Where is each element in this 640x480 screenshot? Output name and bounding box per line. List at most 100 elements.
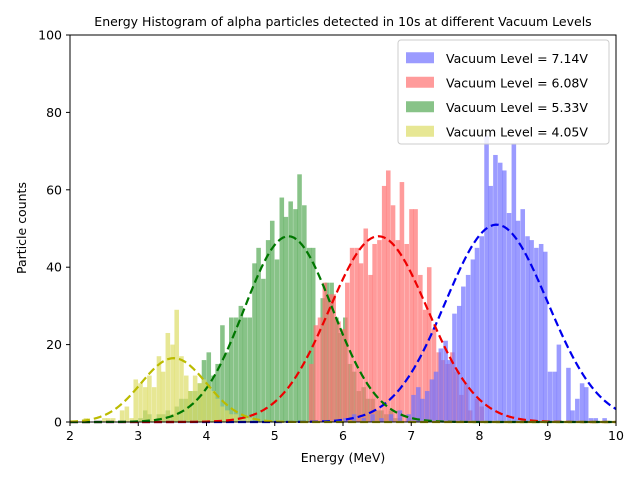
histogram-bar [456, 305, 462, 422]
histogram-bar [411, 394, 416, 422]
histogram-bar [313, 325, 319, 422]
x-tick-label: 3 [134, 428, 142, 443]
legend-swatch [406, 52, 434, 64]
histogram-bar [452, 313, 457, 422]
x-axis: 2 3 4 5 6 7 8 9 10 [66, 422, 624, 443]
histogram-bar [474, 247, 480, 422]
x-axis-label: Energy (MeV) [301, 450, 386, 465]
histogram-bar [256, 247, 261, 422]
histogram-bar [331, 294, 336, 422]
x-tick-label: 10 [608, 428, 624, 443]
histogram-bar [515, 220, 521, 422]
histogram-bar [242, 418, 248, 422]
chart-title: Energy Histogram of alpha particles dete… [94, 14, 591, 29]
histogram-bar [340, 329, 346, 422]
histogram-bar [422, 309, 428, 422]
histogram-bar [343, 418, 348, 422]
histogram-bar [538, 243, 544, 422]
histogram-bar [552, 371, 558, 422]
histogram-bar [438, 348, 444, 422]
y-axis: 0 20 40 60 80 100 [38, 28, 70, 430]
histogram-bar [413, 209, 418, 422]
histogram-bar [151, 387, 157, 422]
histogram-bar [133, 379, 139, 422]
histogram-bar [124, 406, 130, 422]
histogram-bar [404, 243, 409, 422]
histogram-bar [579, 383, 585, 422]
histogram-bar [385, 170, 391, 422]
histogram-bar [420, 398, 425, 422]
y-tick-label: 20 [46, 337, 62, 352]
histogram-bar [179, 356, 184, 422]
histogram-bar [174, 309, 179, 422]
histogram-bar [224, 352, 230, 422]
histogram-bar [197, 383, 203, 422]
histogram-bar [102, 418, 107, 422]
legend-label: Vacuum Level = 6.08V [446, 75, 588, 90]
histogram-bar [443, 340, 448, 422]
histogram-bar [233, 414, 239, 422]
y-tick-label: 40 [46, 260, 62, 275]
histogram-bar [308, 363, 314, 422]
histogram-bar [143, 387, 148, 422]
x-tick-label: 4 [203, 428, 211, 443]
histogram-bar [379, 418, 384, 422]
x-tick-label: 7 [407, 428, 415, 443]
histogram-bar [566, 367, 571, 422]
histogram-bar [160, 371, 166, 422]
y-tick-label: 80 [46, 105, 62, 120]
histogram-bar [406, 414, 412, 422]
histogram-bar [409, 209, 414, 422]
histogram-bar [547, 371, 553, 422]
x-tick-label: 8 [476, 428, 484, 443]
histogram-bar [317, 317, 323, 422]
histogram-bar [525, 236, 530, 422]
histogram-bar [370, 414, 375, 422]
legend-swatch [406, 101, 434, 113]
legend-swatch [406, 125, 434, 137]
histogram-bar [602, 418, 607, 422]
histogram-bar [201, 379, 207, 422]
histogram-bar [106, 418, 111, 422]
x-tick-label: 9 [544, 428, 552, 443]
histogram-bar [220, 325, 225, 422]
histogram-bar [381, 185, 387, 422]
histogram-bar [220, 406, 225, 422]
histogram-bar [429, 379, 435, 422]
histogram-bar [416, 387, 421, 422]
histogram-bar [224, 410, 230, 422]
histogram-bar [336, 321, 341, 422]
histogram-bar [395, 240, 401, 422]
histogram-bar [497, 162, 503, 422]
histogram-bar [233, 317, 239, 422]
histogram-bar [575, 398, 580, 422]
legend-box [397, 39, 610, 145]
histogram-bar [138, 383, 143, 422]
histogram-bar [488, 185, 493, 422]
histogram-bar [424, 391, 430, 422]
histogram-bar [302, 205, 307, 422]
histogram-bar [556, 344, 562, 422]
histogram-bar [493, 154, 498, 422]
histogram-bar [119, 410, 125, 422]
histogram-bar [322, 282, 328, 422]
histogram-bar [165, 332, 171, 422]
histogram-bar [418, 274, 423, 422]
histogram-bar [479, 236, 485, 422]
histogram-bar [192, 375, 198, 422]
legend: Vacuum Level = 7.14V Vacuum Level = 6.08V… [397, 39, 610, 145]
histogram-bar [261, 278, 266, 422]
histogram-bar [511, 143, 517, 423]
histogram-bar [484, 135, 489, 422]
histogram-bar [433, 371, 439, 422]
histogram-bar [306, 247, 312, 422]
histogram-bar [529, 240, 534, 422]
histogram-bar [461, 286, 466, 422]
histogram-bar [534, 247, 539, 422]
x-tick-label: 5 [271, 428, 279, 443]
histogram-bar [288, 201, 293, 422]
histogram-bar [327, 294, 332, 422]
histogram-bar [293, 209, 298, 422]
y-tick-label: 60 [46, 182, 62, 197]
